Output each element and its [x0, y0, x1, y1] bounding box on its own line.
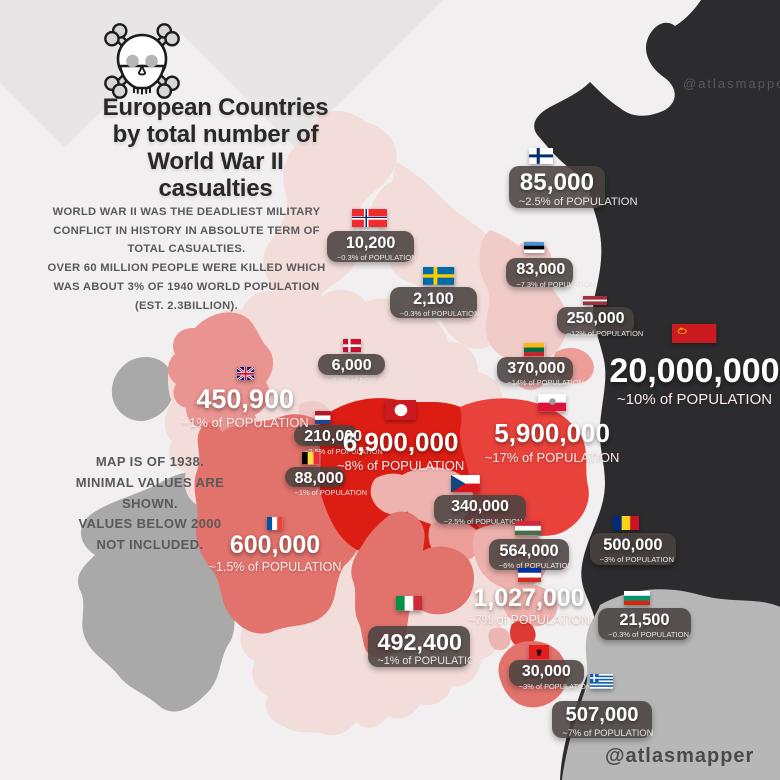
svg-text:♕: ♕ [536, 649, 543, 658]
svg-text:★: ★ [679, 327, 685, 332]
